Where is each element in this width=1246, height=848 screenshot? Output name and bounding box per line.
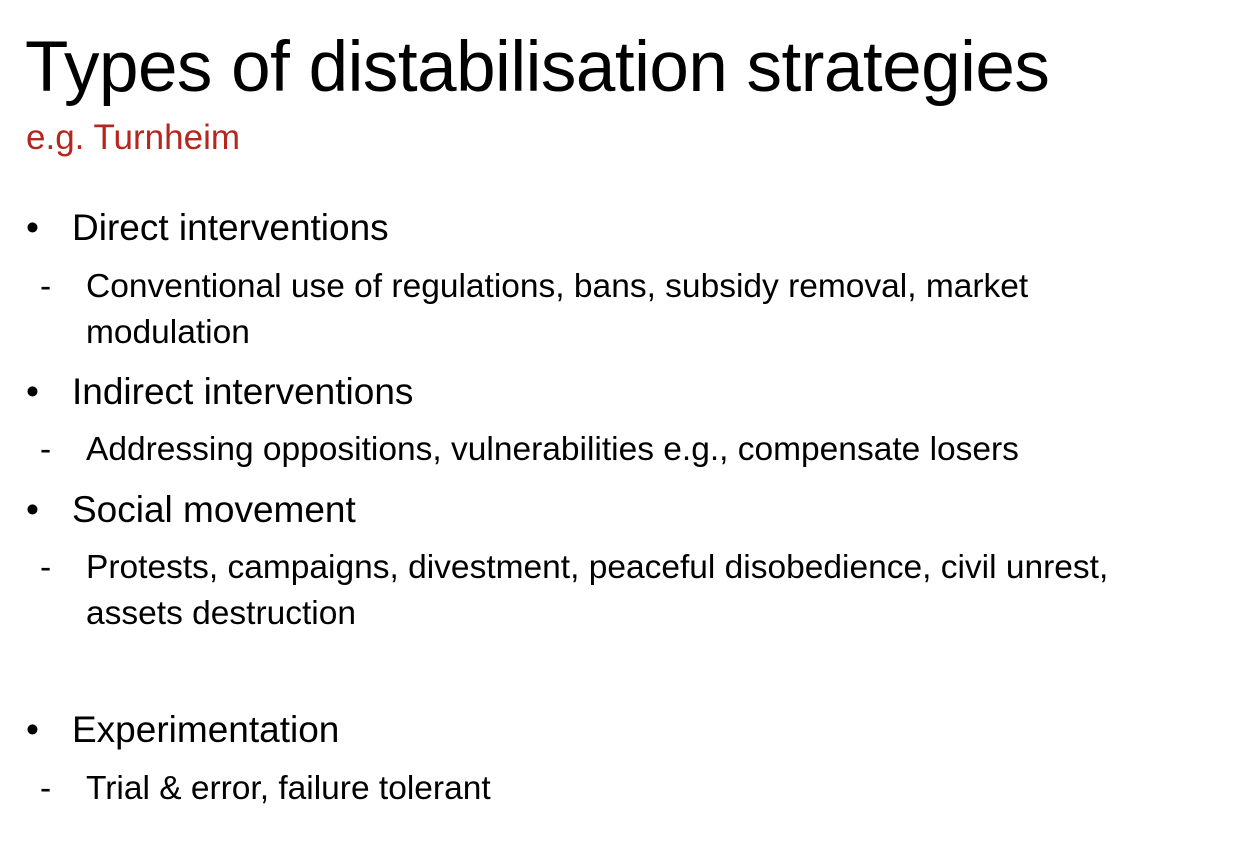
bullet-icon: •: [26, 207, 39, 248]
sub-item-line: Addressing oppositions, vulnerabilities …: [86, 431, 1019, 468]
sub-item-line: Conventional use of regulations, bans, s…: [86, 268, 1029, 305]
bullet-heading: Indirect interventions: [72, 371, 414, 412]
dash-icon: -: [40, 431, 52, 468]
bullet-heading: Experimentation: [72, 709, 340, 750]
sub-item-line: assets destruction: [86, 595, 356, 632]
sub-item-text: Conventional use of regulations, bans, s…: [86, 264, 1246, 356]
bullet-icon: •: [26, 709, 39, 750]
sub-item-line: Trial & error, failure tolerant: [86, 770, 491, 807]
dash-icon: -: [40, 770, 52, 807]
bullet-heading: Social movement: [72, 489, 356, 530]
sub-item-line: Protests, campaigns, divestment, peacefu…: [86, 549, 1109, 586]
sub-item-text: Protests, campaigns, divestment, peacefu…: [86, 545, 1246, 637]
bullet-icon: •: [26, 489, 39, 530]
bullet-icon: •: [26, 371, 39, 412]
bullet-heading: Direct interventions: [72, 207, 389, 248]
dash-icon: -: [40, 549, 52, 586]
dash-icon: -: [40, 268, 52, 305]
slide-title: Types of distabilisation strategies: [25, 28, 1050, 107]
sub-item-line: modulation: [86, 314, 250, 351]
sub-item-text: Trial & error, failure tolerant: [86, 766, 1246, 812]
sub-item-text: Addressing oppositions, vulnerabilities …: [86, 427, 1246, 473]
slide-subtitle: e.g. Turnheim: [26, 118, 240, 157]
